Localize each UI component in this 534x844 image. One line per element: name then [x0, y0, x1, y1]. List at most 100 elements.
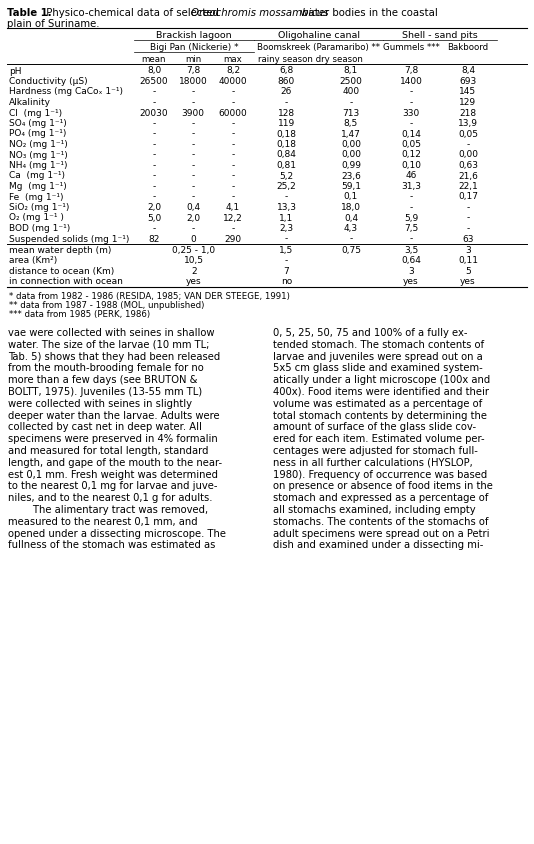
Text: 0,99: 0,99	[341, 161, 361, 170]
Text: measured to the nearest 0,1 mm, and: measured to the nearest 0,1 mm, and	[8, 517, 198, 526]
Text: * data from 1982 - 1986 (RESIDA, 1985; VAN DER STEEGE, 1991): * data from 1982 - 1986 (RESIDA, 1985; V…	[9, 292, 290, 300]
Text: 860: 860	[278, 77, 295, 86]
Text: -: -	[152, 171, 155, 181]
Text: *** data from 1985 (PERK, 1986): *** data from 1985 (PERK, 1986)	[9, 310, 150, 319]
Text: total stomach contents by determining the: total stomach contents by determining th…	[273, 410, 487, 420]
Text: 0,84: 0,84	[277, 150, 296, 160]
Text: 3: 3	[408, 267, 414, 276]
Text: 8,5: 8,5	[344, 119, 358, 127]
Text: distance to ocean (Km): distance to ocean (Km)	[9, 267, 114, 276]
Text: 0,12: 0,12	[401, 150, 421, 160]
Text: Hardness (mg CaCoₓ 1⁻¹): Hardness (mg CaCoₓ 1⁻¹)	[9, 88, 123, 96]
Text: adult specimens were spread out on a Petri: adult specimens were spread out on a Pet…	[273, 528, 490, 538]
Text: Physico-chemical data of selected: Physico-chemical data of selected	[43, 8, 222, 18]
Text: min: min	[185, 55, 201, 64]
Text: mean: mean	[142, 55, 166, 64]
Text: -: -	[152, 192, 155, 201]
Text: -: -	[410, 192, 413, 201]
Text: Alkalinity: Alkalinity	[9, 98, 51, 107]
Text: NO₃ (mg 1⁻¹): NO₃ (mg 1⁻¹)	[9, 150, 68, 160]
Text: ered for each item. Estimated volume per-: ered for each item. Estimated volume per…	[273, 434, 485, 444]
Text: 330: 330	[403, 108, 420, 117]
Text: niles, and to the nearest 0,1 g for adults.: niles, and to the nearest 0,1 g for adul…	[8, 493, 213, 503]
Text: -: -	[231, 88, 234, 96]
Text: -: -	[231, 140, 234, 149]
Text: from the mouth-brooding female for no: from the mouth-brooding female for no	[8, 363, 204, 373]
Text: dish and examined under a dissecting mi-: dish and examined under a dissecting mi-	[273, 540, 483, 549]
Text: opened under a dissecting microscope. The: opened under a dissecting microscope. Th…	[8, 528, 226, 538]
Text: 0,05: 0,05	[458, 129, 478, 138]
Text: 0,1: 0,1	[344, 192, 358, 201]
Text: 218: 218	[459, 108, 476, 117]
Text: 400: 400	[342, 88, 359, 96]
Text: -: -	[191, 161, 194, 170]
Text: 23,6: 23,6	[341, 171, 361, 181]
Text: 0,00: 0,00	[341, 140, 361, 149]
Text: in connection with ocean: in connection with ocean	[9, 277, 123, 286]
Text: NH₄ (mg 1⁻¹): NH₄ (mg 1⁻¹)	[9, 161, 67, 170]
Text: 2,0: 2,0	[186, 214, 200, 222]
Text: -: -	[231, 192, 234, 201]
Text: 7,5: 7,5	[404, 224, 418, 233]
Text: 18000: 18000	[179, 77, 207, 86]
Text: all stomachs examined, including empty: all stomachs examined, including empty	[273, 505, 476, 514]
Text: stomachs. The contents of the stomachs of: stomachs. The contents of the stomachs o…	[273, 517, 489, 526]
Text: Conductivity (μS): Conductivity (μS)	[9, 77, 88, 86]
Text: no: no	[281, 277, 292, 286]
Text: -: -	[191, 224, 194, 233]
Text: 3900: 3900	[182, 108, 205, 117]
Text: 2: 2	[191, 267, 197, 276]
Text: 0,75: 0,75	[341, 246, 361, 255]
Text: NO₂ (mg 1⁻¹): NO₂ (mg 1⁻¹)	[9, 140, 68, 149]
Text: on presence or absence of food items in the: on presence or absence of food items in …	[273, 481, 493, 491]
Text: -: -	[466, 214, 469, 222]
Text: vae were collected with seines in shallow: vae were collected with seines in shallo…	[8, 327, 215, 338]
Text: -: -	[349, 98, 352, 107]
Text: -: -	[466, 203, 469, 212]
Text: -: -	[285, 235, 288, 243]
Text: -: -	[152, 224, 155, 233]
Text: 4,1: 4,1	[226, 203, 240, 212]
Text: -: -	[191, 150, 194, 160]
Text: 0,17: 0,17	[458, 192, 478, 201]
Text: water bodies in the coastal: water bodies in the coastal	[297, 8, 438, 18]
Text: 5x5 cm glass slide and examined system-: 5x5 cm glass slide and examined system-	[273, 363, 483, 373]
Text: 0,00: 0,00	[341, 150, 361, 160]
Text: 4,3: 4,3	[344, 224, 358, 233]
Text: were collected with seines in slightly: were collected with seines in slightly	[8, 398, 192, 408]
Text: stomach and expressed as a percentage of: stomach and expressed as a percentage of	[273, 493, 489, 503]
Text: Shell - sand pits: Shell - sand pits	[402, 31, 478, 40]
Text: -: -	[410, 235, 413, 243]
Text: Suspended solids (mg 1⁻¹): Suspended solids (mg 1⁻¹)	[9, 235, 129, 243]
Text: 1,1: 1,1	[279, 214, 294, 222]
Text: 22,1: 22,1	[458, 181, 478, 191]
Text: -: -	[410, 98, 413, 107]
Text: -: -	[231, 181, 234, 191]
Text: 13,3: 13,3	[277, 203, 296, 212]
Text: fullness of the stomach was estimated as: fullness of the stomach was estimated as	[8, 540, 215, 549]
Text: ness in all further calculations (HYSLOP,: ness in all further calculations (HYSLOP…	[273, 457, 473, 468]
Text: BOD (mg 1⁻¹): BOD (mg 1⁻¹)	[9, 224, 70, 233]
Text: length, and gape of the mouth to the near-: length, and gape of the mouth to the nea…	[8, 457, 222, 468]
Text: -: -	[152, 161, 155, 170]
Text: 145: 145	[459, 88, 476, 96]
Text: -: -	[191, 98, 194, 107]
Text: -: -	[152, 181, 155, 191]
Text: 5,2: 5,2	[279, 171, 294, 181]
Text: BOLTT, 1975). Juveniles (13-55 mm TL): BOLTT, 1975). Juveniles (13-55 mm TL)	[8, 387, 202, 397]
Text: to the nearest 0,1 mg for larvae and juve-: to the nearest 0,1 mg for larvae and juv…	[8, 481, 217, 491]
Text: -: -	[466, 224, 469, 233]
Text: 13,9: 13,9	[458, 119, 478, 127]
Text: Mg  (mg 1⁻¹): Mg (mg 1⁻¹)	[9, 181, 67, 191]
Text: 5,9: 5,9	[404, 214, 418, 222]
Text: ** data from 1987 - 1988 (MOL, unpublished): ** data from 1987 - 1988 (MOL, unpublish…	[9, 300, 205, 310]
Text: 60000: 60000	[218, 108, 247, 117]
Text: -: -	[410, 203, 413, 212]
Text: 5,0: 5,0	[147, 214, 161, 222]
Text: 3: 3	[465, 246, 471, 255]
Text: -: -	[191, 129, 194, 138]
Text: PO₄ (mg 1⁻¹): PO₄ (mg 1⁻¹)	[9, 129, 66, 138]
Text: Fe  (mg 1⁻¹): Fe (mg 1⁻¹)	[9, 192, 64, 201]
Text: Oreochromis mossambicus: Oreochromis mossambicus	[191, 8, 328, 18]
Text: -: -	[410, 88, 413, 96]
